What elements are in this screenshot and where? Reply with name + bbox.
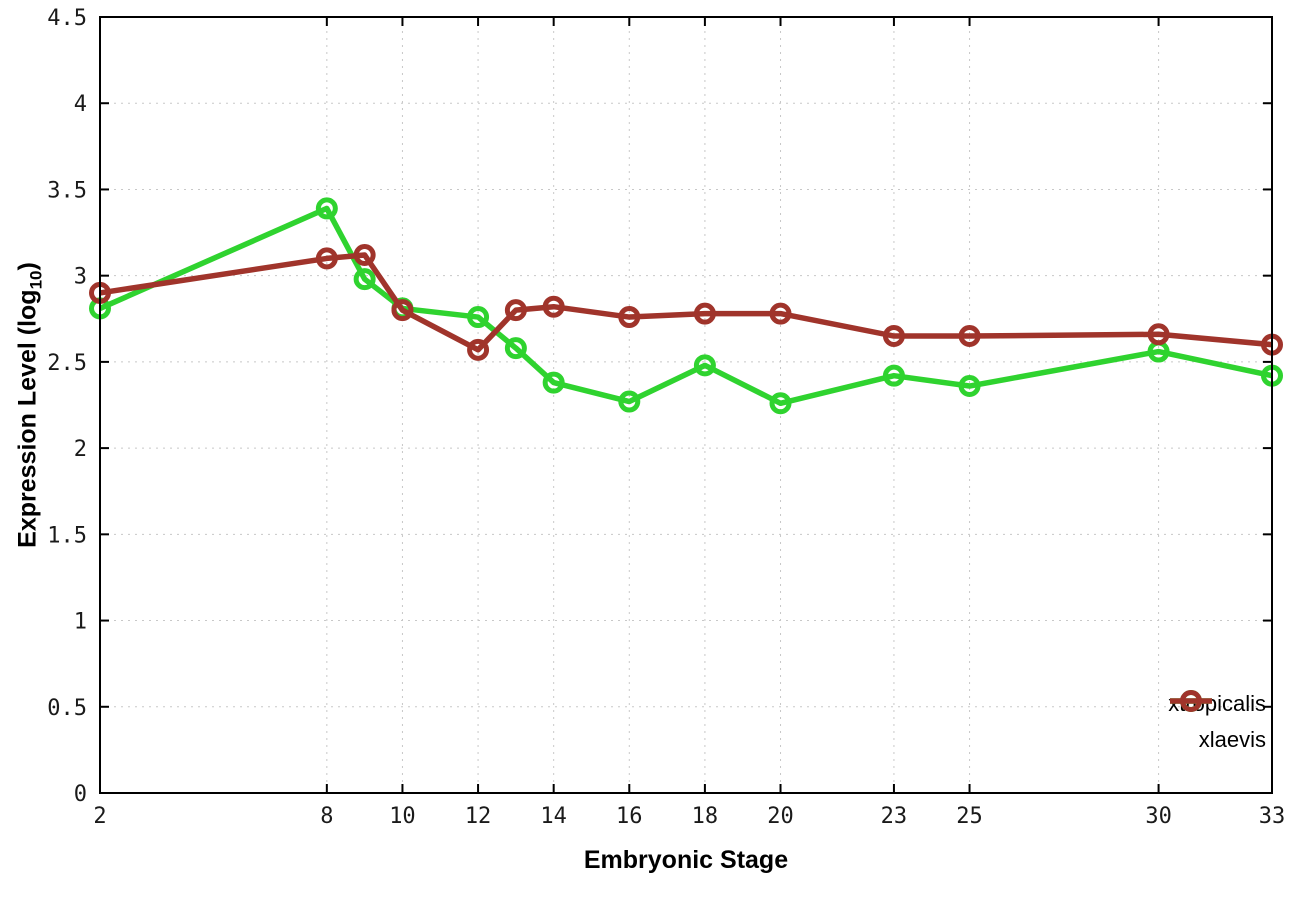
data-point-xlaevis: [504, 299, 527, 322]
data-point-xtropicalis: [958, 375, 981, 398]
x-tick-label-16: 16: [616, 804, 643, 829]
data-point-xtropicalis: [542, 371, 565, 394]
y-axis-title: Expression Level (log10): [14, 262, 47, 548]
data-point-xlaevis: [542, 295, 565, 318]
x-tick-label-33: 33: [1259, 804, 1286, 829]
y-axis-title-subscript: 10: [26, 270, 46, 290]
y-tick-label-3.5: 3.5: [47, 178, 87, 203]
x-axis-title: Embryonic Stage: [583, 846, 789, 874]
x-tick-label-2: 2: [93, 804, 106, 829]
data-point-xlaevis: [391, 299, 414, 322]
data-point-xlaevis: [315, 247, 338, 270]
data-point-xlaevis: [353, 243, 376, 266]
x-tick-label-10: 10: [389, 804, 416, 829]
data-point-xlaevis: [958, 325, 981, 348]
data-point-xtropicalis: [769, 392, 792, 415]
y-tick-label-0: 0: [74, 782, 87, 807]
legend-marker-xlaevis: [1170, 690, 1213, 712]
series-line-xlaevis: [99, 252, 1273, 353]
x-tick-label-8: 8: [320, 804, 333, 829]
data-point-xtropicalis: [353, 268, 376, 291]
data-point-xlaevis: [693, 302, 716, 325]
legend-entry-xlaevis: xlaevis: [1168, 690, 1266, 757]
y-tick-label-2.5: 2.5: [47, 351, 87, 376]
y-tick-label-4: 4: [74, 92, 87, 117]
data-point-xlaevis: [618, 306, 641, 329]
data-point-xtropicalis: [504, 337, 527, 360]
x-tick-label-12: 12: [465, 804, 492, 829]
x-tick-label-20: 20: [767, 804, 794, 829]
x-tick-label-23: 23: [881, 804, 908, 829]
legend: xtropicalis xlaevis: [1168, 686, 1266, 757]
y-tick-label-2: 2: [74, 437, 87, 462]
data-point-xtropicalis: [693, 354, 716, 377]
y-axis-title-text: Expression Level (log: [13, 289, 42, 548]
y-tick-label-1: 1: [74, 610, 87, 635]
data-point-xtropicalis: [467, 306, 490, 329]
data-point-xlaevis: [467, 338, 490, 361]
series-line-xtropicalis: [98, 205, 1273, 407]
plot-border: [99, 16, 1273, 794]
legend-label-xlaevis: xlaevis: [1198, 726, 1266, 752]
y-tick-label-1.5: 1.5: [47, 523, 87, 548]
y-tick-label-4.5: 4.5: [47, 6, 87, 31]
data-point-xtropicalis: [618, 390, 641, 413]
y-tick-label-0.5: 0.5: [47, 696, 87, 721]
data-point-xtropicalis: [315, 197, 338, 220]
y-tick-label-3: 3: [74, 265, 87, 290]
x-tick-label-18: 18: [692, 804, 719, 829]
data-point-xlaevis: [882, 325, 905, 348]
x-tick-label-30: 30: [1145, 804, 1172, 829]
x-tick-label-14: 14: [540, 804, 567, 829]
x-tick-label-25: 25: [956, 804, 983, 829]
data-point-xtropicalis: [882, 364, 905, 387]
data-point-xlaevis: [769, 302, 792, 325]
y-axis-title-suffix: ): [13, 262, 42, 271]
data-point-xlaevis: [1147, 323, 1170, 346]
